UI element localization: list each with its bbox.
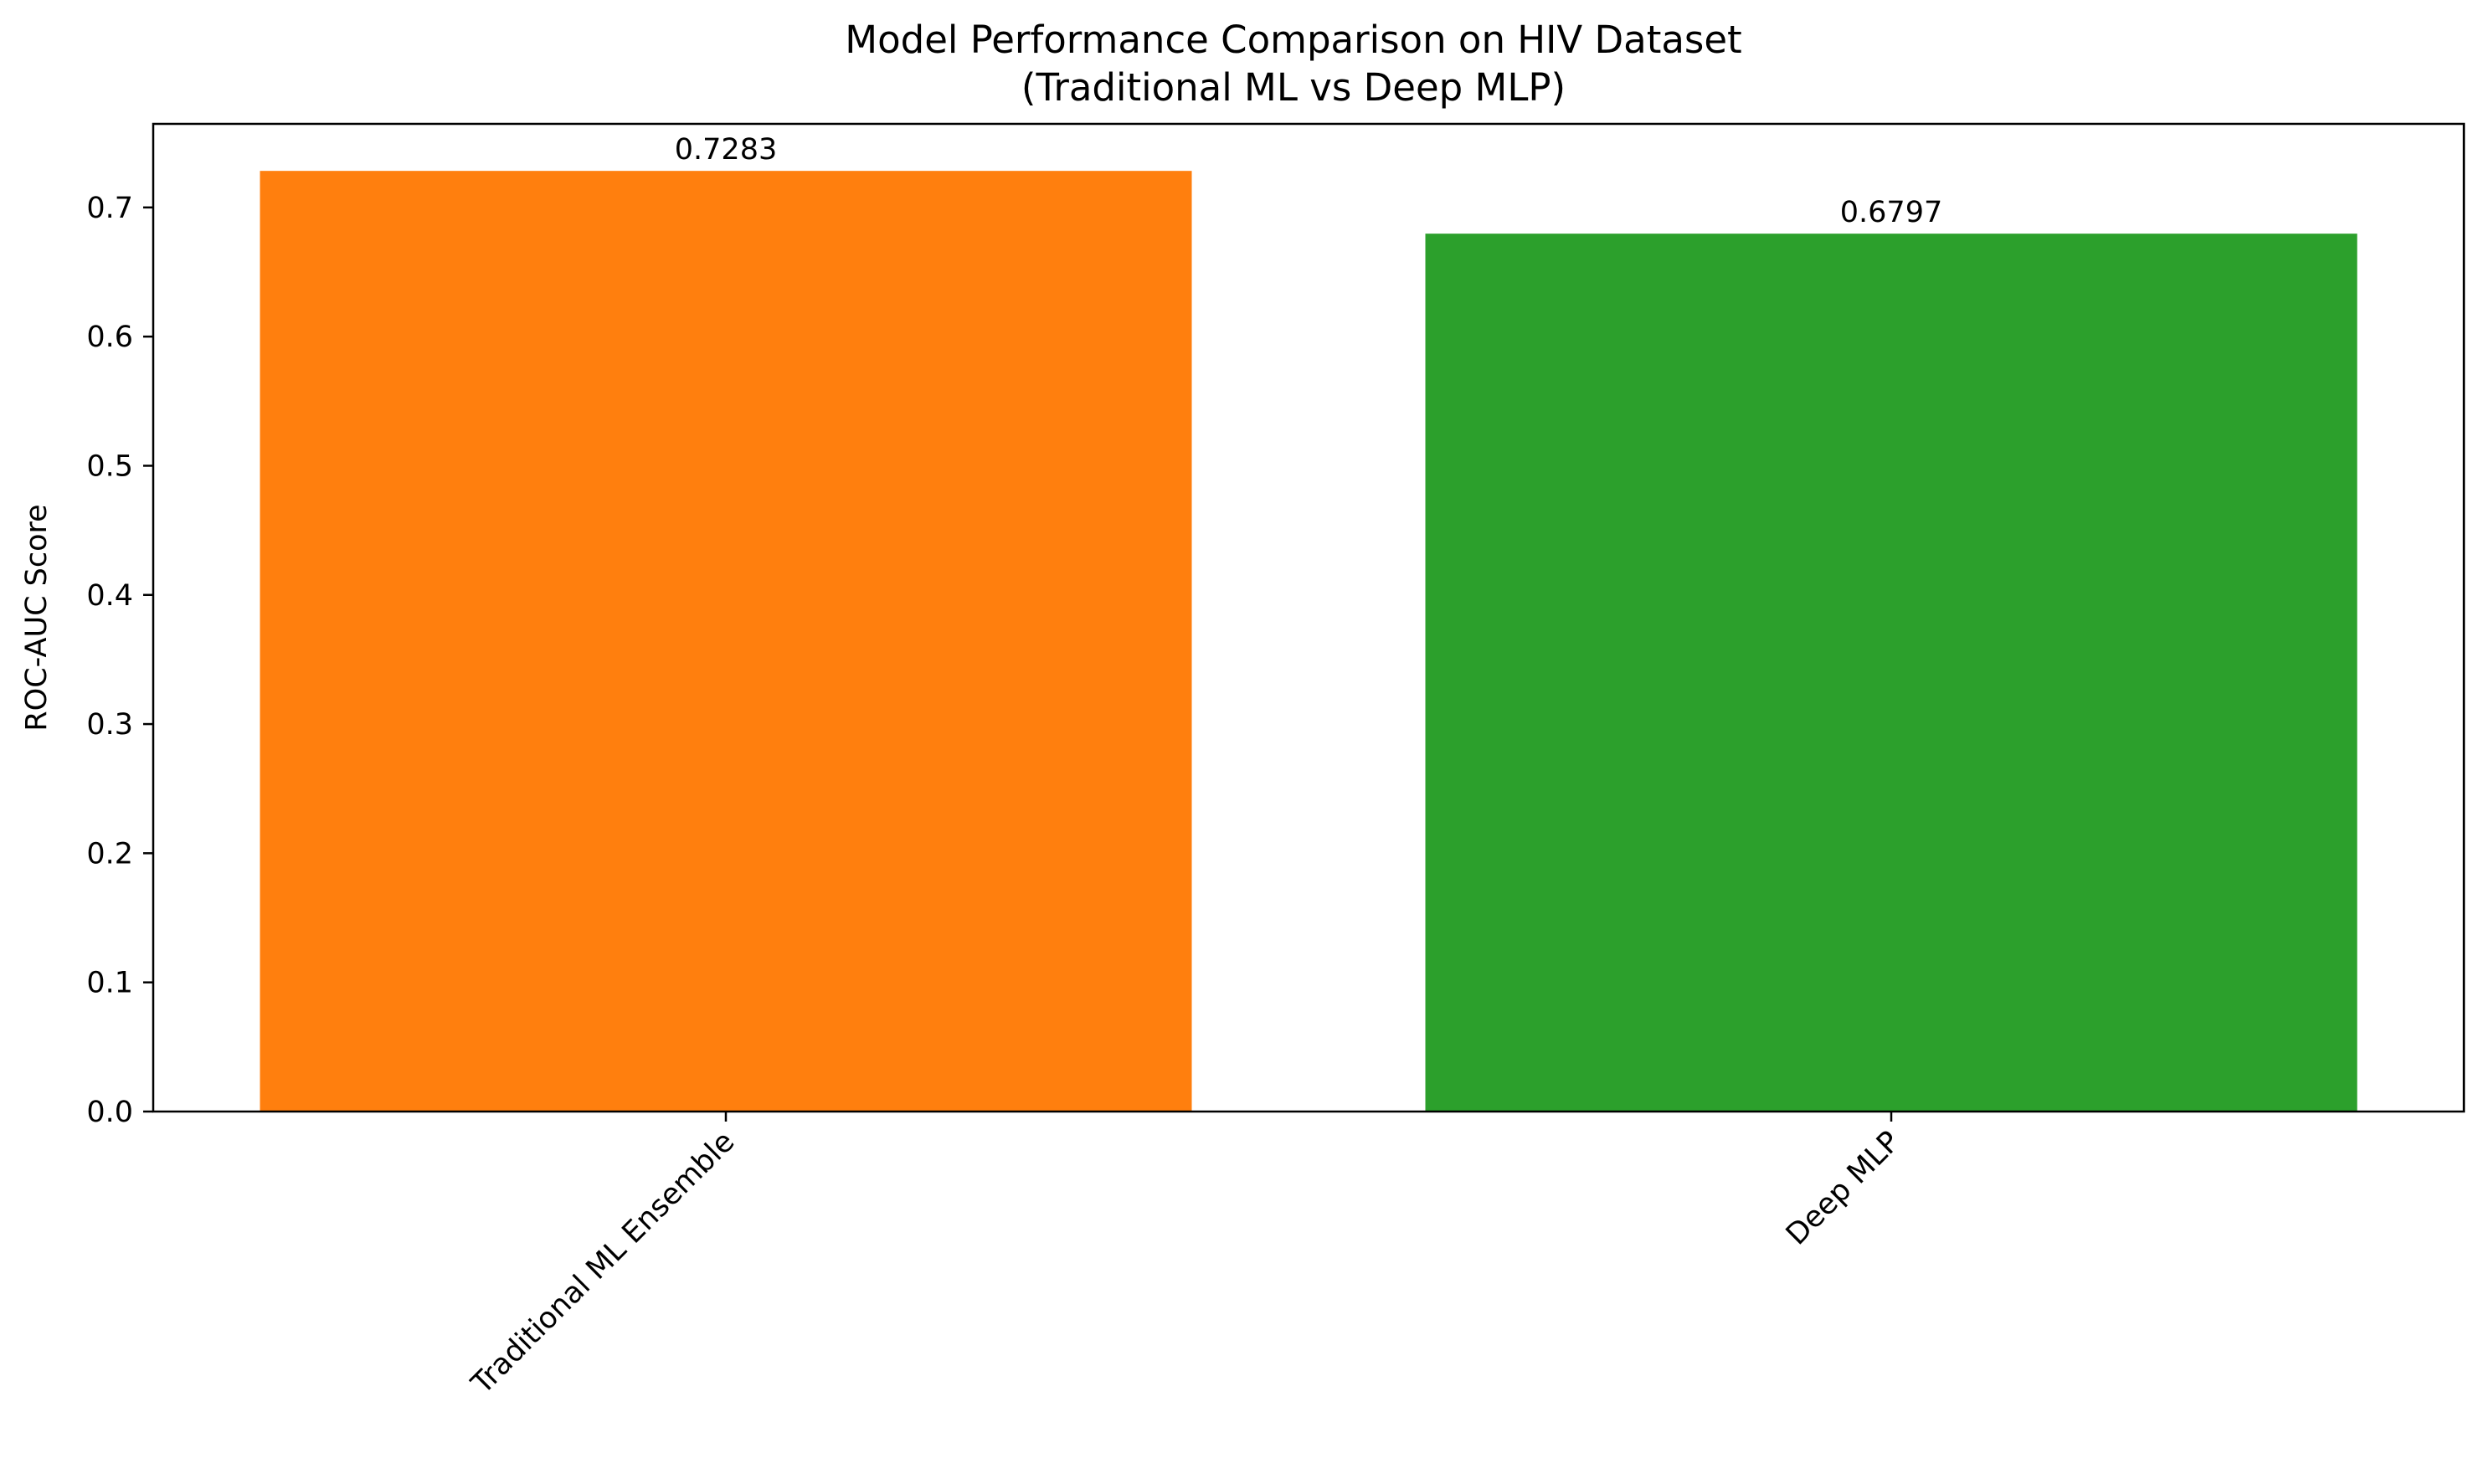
y-tick-label-2: 0.2	[86, 837, 133, 870]
chart-title: Model Performance Comparison on HIV Data…	[845, 18, 1741, 62]
chart-subtitle: (Traditional ML vs Deep MLP)	[1021, 65, 1566, 110]
bar-1	[1425, 234, 2358, 1112]
bar-0	[260, 171, 1192, 1112]
value-labels-layer: 0.7283 0.6797	[675, 133, 1942, 229]
bars-layer	[260, 171, 2358, 1112]
y-tick-label-5: 0.5	[86, 449, 133, 483]
plot-area-frame	[152, 122, 2466, 1113]
bar-value-label-0: 0.7283	[675, 133, 777, 167]
y-axis-label: ROC-AUC Score	[20, 504, 54, 731]
y-tick-label-3: 0.3	[86, 708, 133, 742]
y-axis: 0.0 0.1 0.2 0.3 0.4 0.5 0.6 0.7	[86, 192, 153, 1129]
y-tick-label-4: 0.4	[86, 579, 133, 613]
y-tick-label-6: 0.6	[86, 321, 133, 354]
y-tick-label-1: 0.1	[86, 967, 133, 1000]
y-tick-label-7: 0.7	[86, 192, 133, 225]
y-tick-label-0: 0.0	[86, 1096, 133, 1129]
bar-value-label-1: 0.6797	[1840, 196, 1942, 229]
